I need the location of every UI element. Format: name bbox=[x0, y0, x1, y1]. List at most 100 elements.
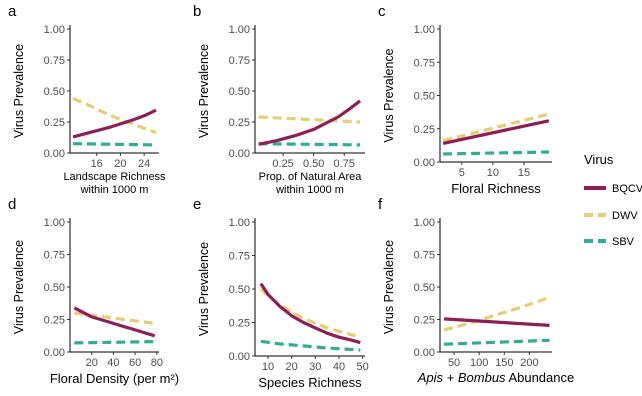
y-tick-label: 0.75 bbox=[414, 250, 435, 262]
x-tick-label: 40 bbox=[333, 361, 345, 373]
series-line-bqcv bbox=[442, 119, 550, 145]
x-tick-label: 10 bbox=[262, 361, 274, 373]
series-line-sbv bbox=[260, 339, 361, 352]
series-line-bqcv bbox=[258, 99, 362, 146]
y-tick-label: 0.50 bbox=[229, 284, 250, 296]
y-tick-label: 0.50 bbox=[414, 91, 435, 103]
series-line-dwv bbox=[443, 295, 551, 332]
x-axis-title: Floral Density (per m²) bbox=[50, 371, 179, 386]
panel-letter-e: e bbox=[193, 196, 201, 213]
panel-letter-c: c bbox=[378, 3, 386, 20]
y-tick-label: 0.00 bbox=[44, 347, 65, 359]
x-axis-title-italic: Apis + Bombus bbox=[417, 370, 506, 385]
series-line-dwv bbox=[259, 287, 361, 339]
y-tick-label: 0.75 bbox=[229, 55, 250, 67]
x-tick-label: 150 bbox=[495, 357, 513, 369]
series-line-bqcv bbox=[72, 108, 157, 139]
x-tick-label: 16 bbox=[91, 158, 103, 170]
legend-item-dwv: DWV bbox=[584, 210, 638, 222]
legend-title: Virus bbox=[584, 152, 614, 167]
legend-label-dwv: DWV bbox=[612, 210, 638, 222]
x-tick-label: 10 bbox=[487, 167, 499, 179]
y-axis-title: Virus Prevalence bbox=[197, 44, 211, 138]
x-axis-title-line: Prop. of Natural Area bbox=[259, 171, 363, 183]
y-tick-label: 1.00 bbox=[414, 24, 435, 36]
x-tick-label: 50 bbox=[357, 361, 369, 373]
y-axis-title: Virus Prevalence bbox=[12, 44, 26, 138]
x-tick-label: 0.25 bbox=[272, 158, 293, 170]
series-line-dwv bbox=[258, 115, 361, 124]
y-axis-title: Virus Prevalence bbox=[382, 48, 396, 142]
y-axis-title: Virus Prevalence bbox=[12, 240, 26, 334]
y-tick-label: 0.50 bbox=[44, 282, 65, 294]
y-tick-label: 0.75 bbox=[414, 57, 435, 69]
x-tick-label: 20 bbox=[286, 361, 298, 373]
y-tick-label: 1.00 bbox=[44, 217, 65, 229]
y-tick-label: 0.75 bbox=[44, 250, 65, 262]
legend-item-sbv: SBV bbox=[584, 236, 635, 248]
x-axis-title: Species Richness bbox=[258, 375, 362, 390]
y-tick-label: 0.50 bbox=[44, 86, 65, 98]
y-tick-label: 0.00 bbox=[414, 157, 435, 169]
panel-c: c 0.00 0.25 0.50 0.75 1.00 5 10 15 Virus Prevalen… bbox=[378, 3, 552, 196]
series-line-sbv bbox=[443, 150, 549, 156]
series-line-dwv bbox=[72, 96, 157, 135]
y-tick-label: 0.25 bbox=[229, 117, 250, 129]
series-line-bqcv bbox=[73, 306, 156, 338]
legend-label-sbv: SBV bbox=[612, 236, 635, 248]
panel-letter-d: d bbox=[8, 196, 16, 213]
panels-group: a 0.00 0.25 0.50 0.75 1.00 16 20 24 Virus Prevale… bbox=[8, 3, 574, 390]
x-axis-title-line: within 1000 m bbox=[275, 184, 344, 196]
x-tick-label: 200 bbox=[520, 357, 538, 369]
y-tick-label: 0.00 bbox=[414, 347, 435, 359]
series-line-sbv bbox=[74, 340, 155, 345]
panel-b: b 0.00 0.25 0.50 0.75 1.00 0.25 0.50 0.75 Virus P… bbox=[193, 3, 365, 196]
y-tick-label: 1.00 bbox=[44, 24, 65, 36]
series-line-sbv bbox=[443, 338, 550, 346]
x-axis-title-line: Landscape Richness bbox=[63, 171, 166, 183]
panel-f: f 0.00 0.25 0.50 0.75 1.00 50 100 150 200 Virus Pr… bbox=[378, 196, 574, 385]
y-tick-label: 0.25 bbox=[414, 315, 435, 327]
panel-d: d 0.00 0.25 0.50 0.75 1.00 20 40 60 80 Virus Preva… bbox=[8, 196, 179, 386]
panel-letter-f: f bbox=[378, 196, 383, 213]
x-tick-label: 100 bbox=[470, 357, 488, 369]
series-line-bqcv bbox=[443, 317, 550, 327]
series-line-sbv bbox=[72, 142, 157, 147]
x-tick-label: 0.75 bbox=[334, 158, 355, 170]
y-tick-label: 0.25 bbox=[229, 318, 250, 330]
y-tick-label: 0.25 bbox=[44, 117, 65, 129]
y-tick-label: 0.25 bbox=[44, 315, 65, 327]
x-tick-label: 5 bbox=[459, 167, 465, 179]
x-axis-title: Apis + Bombus Abundance bbox=[417, 370, 574, 385]
x-tick-label: 30 bbox=[309, 361, 321, 373]
legend-item-bqcv: BQCV bbox=[584, 183, 642, 195]
y-tick-label: 0.00 bbox=[229, 148, 250, 160]
series-line-sbv bbox=[258, 142, 361, 147]
x-tick-label: 40 bbox=[107, 357, 119, 369]
y-tick-label: 0.00 bbox=[229, 351, 250, 363]
x-tick-label: 80 bbox=[151, 357, 163, 369]
series-line-bqcv bbox=[259, 282, 361, 345]
panel-letter-b: b bbox=[193, 3, 201, 20]
y-axis-title: Virus Prevalence bbox=[382, 240, 396, 334]
x-axis-title-line: within 1000 m bbox=[80, 184, 149, 196]
x-tick-label: 20 bbox=[86, 357, 98, 369]
panel-a: a 0.00 0.25 0.50 0.75 1.00 16 20 24 Virus Prevale… bbox=[8, 3, 166, 196]
y-tick-label: 1.00 bbox=[414, 217, 435, 229]
x-tick-label: 60 bbox=[129, 357, 141, 369]
x-tick-label: 24 bbox=[138, 158, 150, 170]
y-tick-label: 1.00 bbox=[229, 217, 250, 229]
y-tick-label: 0.50 bbox=[229, 86, 250, 98]
series-line-dwv bbox=[442, 112, 550, 143]
panel-letter-a: a bbox=[8, 3, 17, 20]
x-tick-label: 0.50 bbox=[303, 158, 324, 170]
y-tick-label: 1.00 bbox=[229, 24, 250, 36]
x-tick-label: 15 bbox=[518, 167, 530, 179]
x-tick-label: 50 bbox=[448, 357, 460, 369]
panel-e: e 0.00 0.25 0.50 0.75 1.00 10 20 30 40 50 Virus Pre… bbox=[193, 196, 369, 390]
y-axis-title: Virus Prevalence bbox=[197, 242, 211, 336]
legend: Virus BQCV DWV SBV bbox=[584, 152, 642, 248]
x-axis-title: Floral Richness bbox=[451, 181, 541, 196]
